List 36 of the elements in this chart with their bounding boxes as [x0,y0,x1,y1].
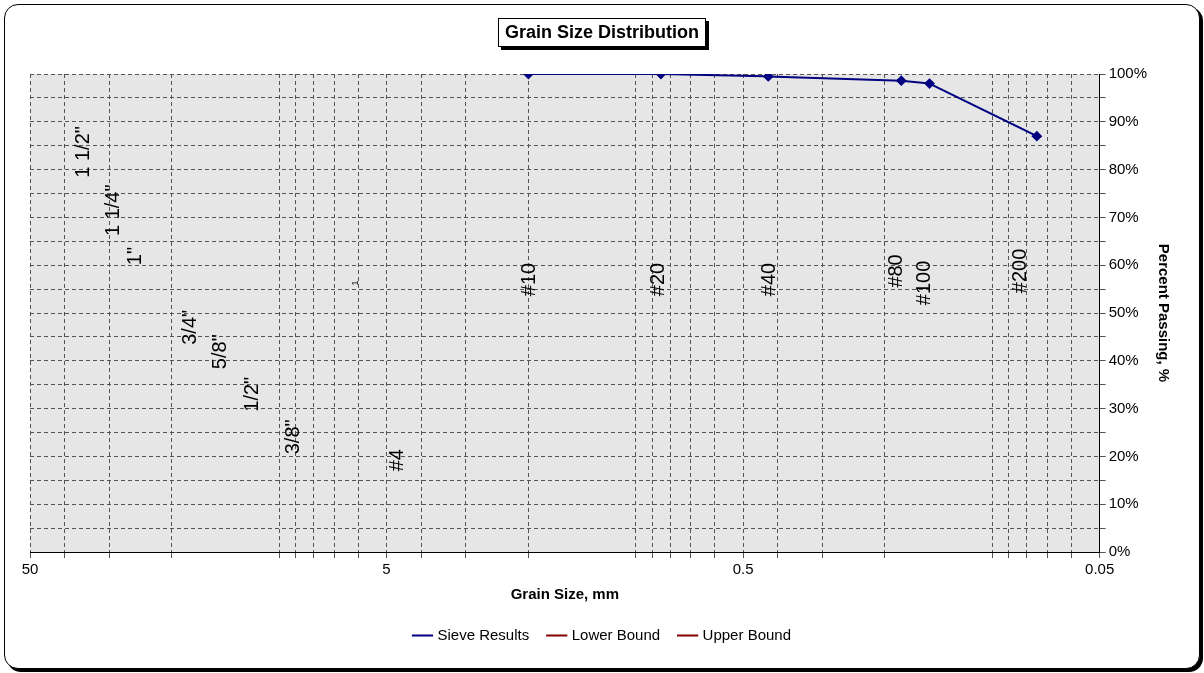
x-axis-title: Grain Size, mm [510,585,620,603]
legend-label: Sieve Results [437,625,530,643]
y-tick-label: 30% [1108,398,1139,416]
annotation: 3/4" [177,309,200,345]
annotation: 5/8" [207,334,230,370]
annotation: #100 [911,260,934,306]
legend-label: Lower Bound [571,625,661,643]
annotation: 3/8" [280,419,303,455]
x-tick-label: 5 [382,560,391,578]
annotation: 1" [123,247,146,266]
annotation: #4 [385,449,408,472]
annotation: #20 [646,262,669,297]
y-tick-label: 100% [1108,64,1148,82]
legend-label: Upper Bound [702,625,792,643]
x-tick-label: 0.5 [732,560,754,578]
y-tick-label: 70% [1108,207,1139,225]
y-axis-title: Percent Passing, % [1155,243,1173,383]
y-tick-label: 60% [1108,255,1139,273]
x-tick-label: 50 [21,560,39,578]
annotation: 1 [349,280,360,286]
y-tick-label: 20% [1108,446,1139,464]
x-tick-label: 0.05 [1085,560,1115,578]
y-tick-label: 50% [1108,303,1139,321]
y-tick-label: 40% [1108,350,1139,368]
y-tick-label: 90% [1108,111,1139,129]
annotation: #40 [756,262,779,297]
y-tick-label: 10% [1108,494,1139,512]
y-tick-label: 0% [1108,542,1131,560]
annotation: 1 1/2" [71,126,93,178]
annotation: #10 [517,262,540,297]
annotation: #200 [1008,248,1030,294]
chart-title: Grain Size Distribution [497,18,707,47]
annotation: 1/2" [240,376,262,412]
annotation: #80 [883,254,906,288]
annotation: 1 1/4" [100,184,123,237]
y-tick-label: 80% [1108,159,1139,177]
